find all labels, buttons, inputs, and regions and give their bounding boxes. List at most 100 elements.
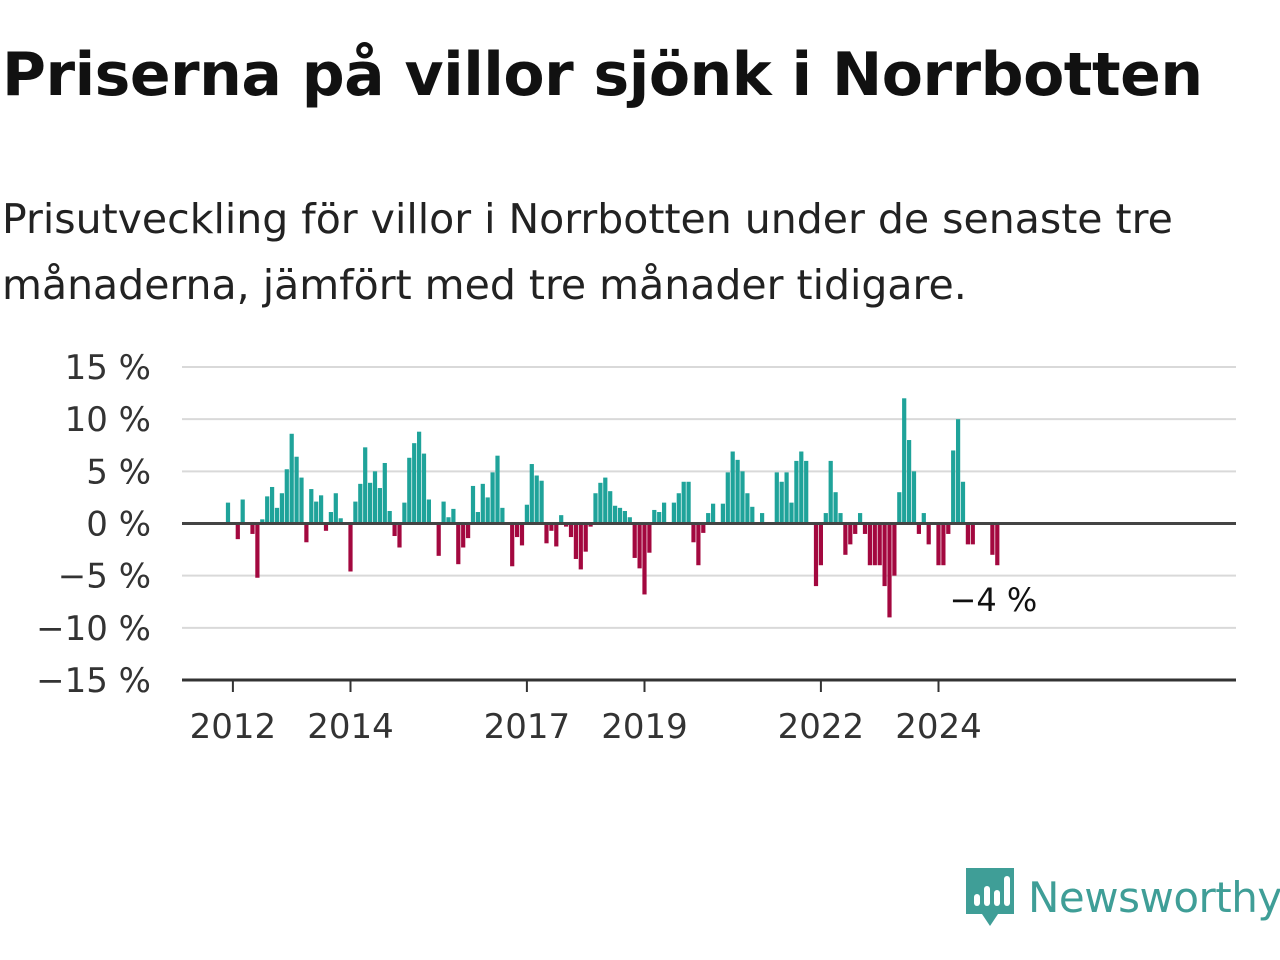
bar [279,493,284,524]
bar [960,481,966,524]
bar [779,481,784,524]
bar [255,523,260,578]
x-tick-label: 2022 [778,707,865,747]
bar [608,491,613,524]
newsworthy-logo-icon [966,868,1014,926]
bar [784,472,789,524]
bar [916,523,921,534]
bar [906,440,912,524]
bar [921,513,926,524]
bar [260,519,265,524]
bar [465,523,471,539]
bars [225,398,1000,618]
x-axis-ticks: 2012 2014 2017 2019 2022 2024 [190,680,982,747]
bar [353,501,358,524]
bar [338,518,343,524]
chart-subtitle: Prisutveckling för villor i Norrbotten u… [2,195,1173,309]
x-tick-label: 2012 [190,707,277,747]
bar [941,523,946,566]
bar-chart: 15 %10 %5 %0 %−5 %−10 %−15 % 2012 2014 201… [36,348,1236,747]
bar [269,486,275,524]
bar [588,523,593,527]
bar [926,523,931,545]
bar [735,459,740,524]
bar [495,455,500,524]
bar [745,493,750,524]
y-axis-ticks: 15 % 10 % 5 % 0 % −5 % −10 % −15 % [36,348,151,701]
bar [441,501,446,524]
bar [946,523,951,534]
bar [995,523,1000,566]
bar [318,495,324,524]
brand-name: Newsworthy [1028,872,1280,922]
bar [887,523,892,618]
bar [720,503,725,524]
bar [710,503,716,524]
bar [647,523,652,553]
bar [412,443,417,524]
bar [240,499,245,524]
bar [563,523,569,527]
bar [862,523,868,534]
bar [911,471,917,524]
bar [500,507,505,524]
x-tick-label: 2014 [307,707,394,747]
y-tick-label: 15 % [65,348,151,388]
bar [461,523,466,548]
bar [485,497,490,524]
bar [740,471,745,524]
x-tick-label: 2019 [601,707,688,747]
bar [892,523,897,576]
bar [843,523,848,555]
bar [265,496,270,524]
bar [706,513,711,524]
bar [882,523,887,587]
bar [612,505,618,524]
bar [838,513,843,524]
bar [544,523,549,544]
bar [828,460,833,524]
bar [480,483,485,524]
bar [510,523,515,567]
bar [794,460,799,524]
y-tick-label: 10 % [65,400,151,440]
bar [490,472,495,524]
bar [632,523,637,558]
bar [593,493,598,524]
bar [661,502,667,524]
bar [367,482,373,524]
bar [759,513,765,524]
x-tick-label: 2024 [895,707,982,747]
bar [671,502,676,524]
chart-title: Priserna på villor sjönk i Norrbotten [2,40,1203,110]
bar [387,510,392,524]
bar [358,483,363,524]
bar [426,499,431,524]
bar [627,517,632,524]
bar [250,523,255,534]
bar [446,517,451,524]
bar [622,510,627,524]
bar [652,509,657,524]
bar [813,523,819,587]
bar [470,485,476,524]
last-value-annotation: −4 % [950,581,1038,619]
bar [421,453,427,524]
bar [696,523,701,566]
bar [774,472,779,524]
bar [382,462,387,524]
y-tick-label: −10 % [36,609,151,649]
bar [617,507,623,524]
bar [750,506,755,524]
bar [833,492,838,524]
y-tick-label: −15 % [36,661,151,701]
bar [333,493,338,524]
brand: Newsworthy [962,862,1280,932]
bar [436,523,441,556]
bar [475,512,480,524]
bar [524,504,529,524]
y-tick-label: −5 % [58,557,151,597]
bar [725,472,730,524]
bar [451,508,456,524]
bar [691,523,696,543]
